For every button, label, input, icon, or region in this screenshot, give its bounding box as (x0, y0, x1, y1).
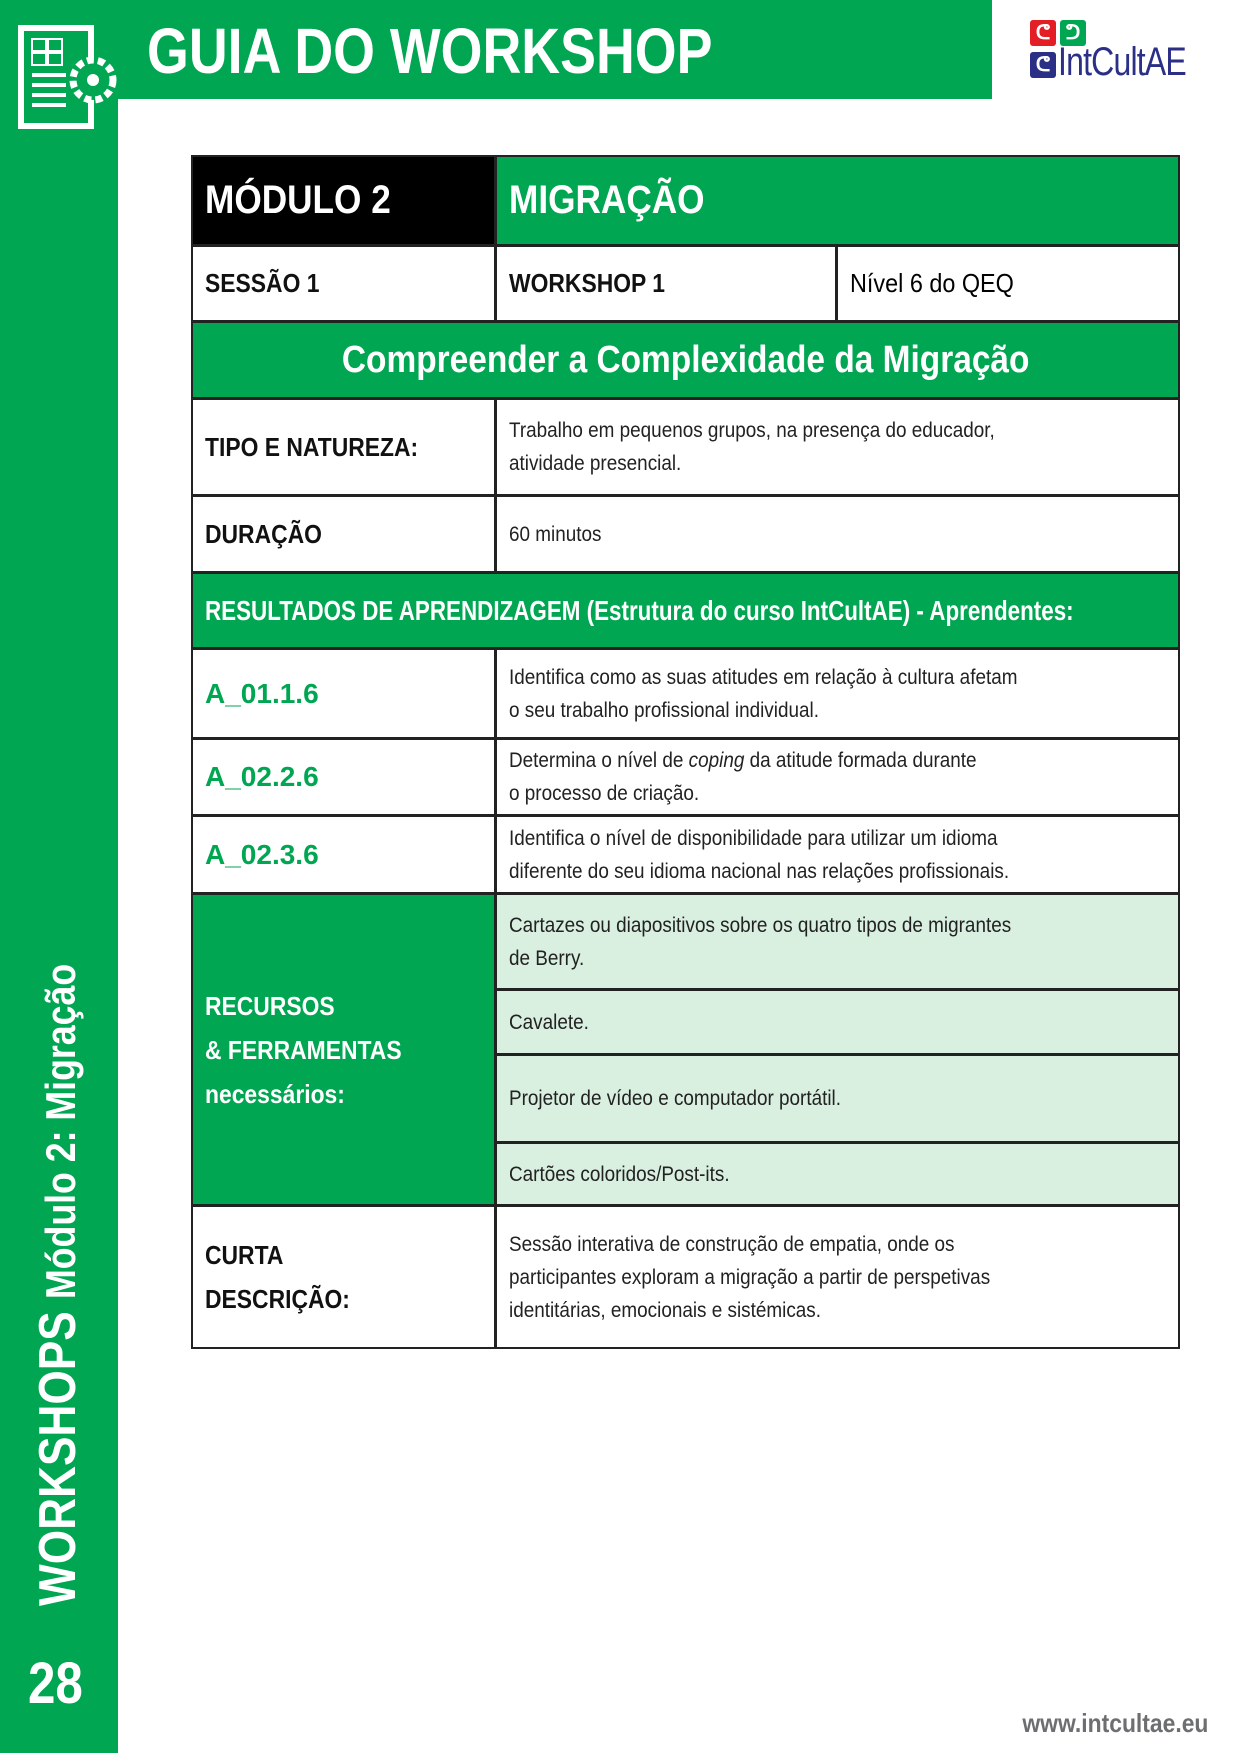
outcome-text: Identifica como as suas atitudes em rela… (495, 648, 1180, 739)
intcultae-logo: ᕦ ᕤ ᕦ IntCultAE (1030, 18, 1215, 90)
vertical-title-bold: WORKSHOPS (29, 1311, 87, 1606)
outcomes-header-cell: RESULTADOS DE APRENDIZAGEM (Estrutura do… (191, 572, 1180, 649)
resource-item: Cavalete. (495, 989, 1180, 1055)
logo-face-icon: ᕦ (1030, 52, 1056, 78)
resources-label-cell: RECURSOS & FERRAMENTAS necessários: (191, 893, 496, 1206)
type-label-cell: TIPO E NATUREZA: (191, 398, 496, 496)
vertical-title-rest: Módulo 2: Migração (37, 963, 84, 1300)
resource-item: Projetor de vídeo e computador portátil. (495, 1054, 1180, 1143)
resource-item: Cartões coloridos/Post-its. (495, 1142, 1180, 1206)
outcome-code: A_01.1.6 (191, 648, 496, 739)
type-value-cell: Trabalho em pequenos grupos, na presença… (495, 398, 1180, 496)
header-band (0, 0, 992, 99)
resource-item: Cartazes ou diapositivos sobre os quatro… (495, 893, 1180, 990)
logo-text: IntCultAE (1058, 40, 1187, 84)
sidebar-band (0, 0, 118, 1753)
logo-face-icon: ᕦ (1030, 20, 1056, 46)
outcome-code: A_02.2.6 (191, 738, 496, 816)
logo-face-icon: ᕤ (1060, 20, 1086, 46)
duration-value-cell: 60 minutos (495, 495, 1180, 573)
outcome-code: A_02.3.6 (191, 815, 496, 894)
page-title: GUIA DO WORKSHOP (147, 15, 713, 87)
outcome-text: Identifica o nível de disponibilidade pa… (495, 815, 1180, 894)
vertical-section-title: WORKSHOPS Módulo 2: Migração (28, 851, 88, 1606)
duration-label-cell: DURAÇÃO (191, 495, 496, 573)
module-label-cell: MÓDULO 2 (191, 155, 496, 246)
level-cell: Nível 6 do QEQ (836, 245, 1180, 322)
description-value-cell: Sessão interativa de construção de empat… (495, 1205, 1180, 1349)
page-number: 28 (28, 1651, 83, 1716)
workshop-title-cell: Compreender a Complexidade da Migração (191, 321, 1180, 399)
footer-url[interactable]: www.intcultae.eu (1021, 1708, 1208, 1738)
outcome-text: Determina o nível de coping da atitude f… (495, 738, 1180, 816)
session-cell: SESSÃO 1 (191, 245, 496, 322)
module-title-cell: MIGRAÇÃO (495, 155, 1180, 246)
workshop-cell: WORKSHOP 1 (495, 245, 837, 322)
description-label-cell: CURTA DESCRIÇÃO: (191, 1205, 496, 1349)
workshop-guide-icon (18, 25, 117, 129)
